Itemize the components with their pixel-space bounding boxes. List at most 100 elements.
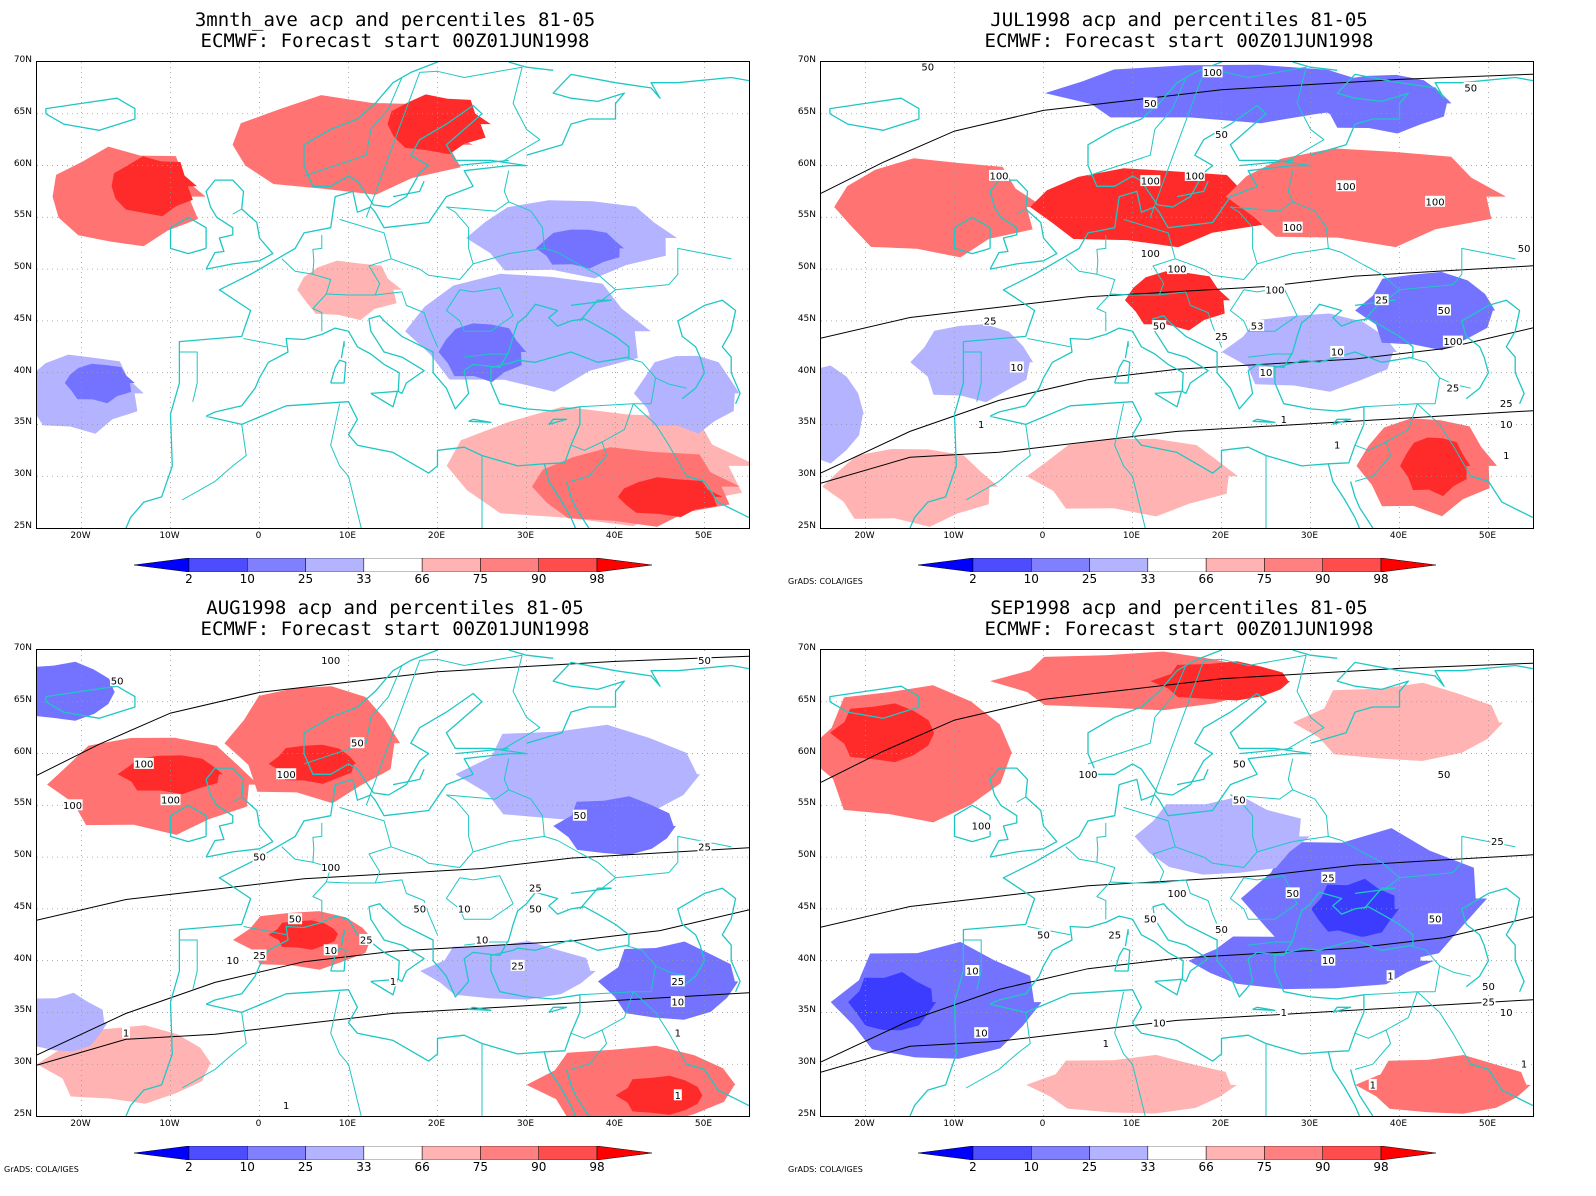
contour-label-bg [1232,794,1247,806]
country-border [326,218,392,296]
colorbar-swatch [363,1145,423,1161]
grads-credit: GrADS: COLA/IGES [788,1165,863,1174]
country-border [472,247,616,301]
country-border [375,879,438,935]
country-border [232,796,242,803]
colorbar-label: 10 [239,1160,255,1174]
contour-label-bg [528,902,543,914]
lat-tick-label: 70N [797,55,816,65]
colorbar-label: 25 [297,572,314,586]
contour-label: 100 [972,822,991,833]
lat-tick-label: 60N [13,746,32,757]
contour-label: 25 [1322,873,1335,884]
contour-label-bg [252,949,267,961]
contour-label: 1 [283,1101,289,1112]
contour-label: 50 [574,811,587,822]
contour-label: 50 [1233,759,1246,770]
contour-label-bg [1140,175,1161,187]
lat-tick-label: 45N [13,901,32,912]
title-line-1: SEP1998 acp and percentiles 81-05 [990,597,1368,619]
lon-tick-label: 10W [159,531,180,541]
map-plot-area: 50 100 50 50 50 100 100 100 100 100 100 100 100 100 50… [820,61,1534,529]
contour-label: 25 [671,977,684,988]
coastline [1124,340,1129,359]
contour-label-bg [1214,128,1229,140]
colorbar-swatch [1264,557,1323,573]
contour-label: 25 [698,842,711,853]
lat-tick-label: 50N [13,850,32,861]
contour-label-bg [1078,768,1098,780]
contour-label-bg [697,840,712,852]
colorbar-label: 33 [1140,572,1156,586]
contour-label-bg [572,809,587,821]
colorbar-arrow-low [917,557,974,573]
anomaly-region-below [597,941,739,1020]
coastline [686,475,749,519]
contour-label-bg [1437,768,1451,780]
coastline [989,767,1058,858]
lat-tick-label: 40N [797,365,816,376]
coastline [330,359,347,384]
contour-label: 10 [671,998,684,1009]
country-border [570,441,608,482]
contour-label: 100 [989,171,1008,182]
contour-label-bg [1214,923,1229,935]
coastline [1332,418,1352,426]
contour-label-bg [977,418,986,430]
country-border [508,201,545,249]
contour-label-bg [1368,1078,1377,1090]
colorbar-arrow-high [1380,1145,1437,1161]
contour-label-bg [673,1089,682,1101]
country-border [1385,991,1418,1031]
contour-label: 50 [1144,915,1157,926]
coastline [909,414,957,528]
colorbar-arrow-low [133,1145,190,1161]
grads-credit: GrADS: COLA/IGES [4,1165,79,1174]
contour-label: 1 [1503,451,1509,462]
contour-label: 100 [321,863,340,874]
contour-label-bg [1036,928,1051,940]
lat-tick-label: 50N [13,262,32,273]
contour-label: 50 [413,904,426,915]
contour-label-bg [1202,66,1223,78]
contour-label-bg [160,794,181,806]
anomaly-region-above [617,477,723,518]
country-border [1096,822,1107,863]
country-border [445,875,514,920]
anomaly-region-below [1134,796,1311,875]
lat-tick-label: 55N [797,210,816,221]
contour-label: 25 [1375,296,1388,307]
country-border [963,939,982,990]
contour-label: 1 [1281,415,1287,426]
contour-label: 25 [1482,998,1495,1009]
coastline [1239,159,1293,167]
panel-aug1998: AUG1998 acp and percentiles 81-05 ECMWF: … [0,588,798,1186]
lon-tick-label: 30E [516,531,535,541]
country-border [1256,247,1400,301]
colorbar-label: 75 [1256,1160,1273,1174]
colorbar-swatch [363,557,423,573]
coastline [526,73,749,156]
coastline [1124,928,1129,947]
contour-label: 25 [360,935,373,946]
contour-label: 50 [1438,770,1451,781]
colorbar [917,1145,1437,1164]
contour-label: 100 [161,796,180,807]
colorbar-label: 75 [472,1160,489,1174]
contour-label: 25 [529,884,542,895]
contour-label: 25 [1108,930,1121,941]
contour-label-bg [412,902,427,914]
colorbar-swatch [247,1145,306,1161]
contour-label: 50 [1518,244,1531,255]
coastline [989,303,1414,474]
anomaly-region-below [1221,313,1397,392]
country-border [632,991,688,1065]
grads-credit: GrADS: COLA/IGES [788,577,863,586]
lon-tick-label: 20W [70,1119,91,1129]
lon-tick-label: 10E [338,1119,357,1129]
coastline [392,180,425,198]
anomaly-region-below [910,324,1034,403]
contour-label: 50 [529,904,542,915]
contour-label-bg [1442,335,1463,347]
lat-tick-label: 55N [13,210,32,221]
